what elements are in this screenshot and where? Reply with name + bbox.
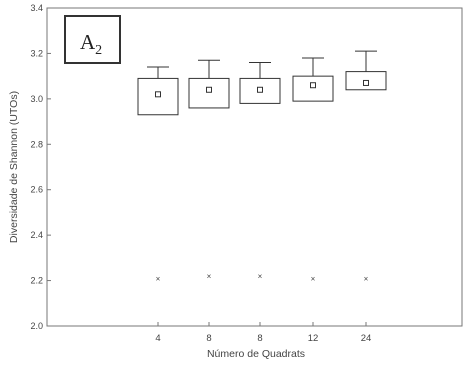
box-median-marker [364, 80, 369, 85]
box-outlier-marker: × [258, 272, 263, 281]
box-outlier-marker: × [364, 274, 369, 283]
y-tick-label: 3.2 [30, 48, 43, 58]
x-axis-title: Número de Quadrats [207, 348, 305, 360]
y-tick-label: 3.0 [30, 94, 43, 104]
box-group: × [293, 58, 333, 283]
box-outlier-marker: × [156, 274, 161, 283]
box-median-marker [258, 87, 263, 92]
x-tick-label: 12 [308, 333, 319, 344]
box-median-marker [207, 87, 212, 92]
y-tick-label: 2.2 [30, 276, 43, 286]
panel-label-main: A [80, 30, 96, 54]
y-tick-label: 2.4 [30, 230, 43, 240]
x-tick-label: 8 [206, 333, 211, 344]
box-median-marker [311, 83, 316, 88]
y-tick-label: 2.0 [30, 321, 43, 331]
panel-label-sub: 2 [95, 43, 102, 58]
x-tick-label: 24 [361, 333, 372, 344]
box-group: × [240, 63, 280, 282]
y-axis-title: Diversidade de Shannon (UTOs) [8, 91, 20, 243]
y-axis: 2.0 2.2 2.4 2.6 2.8 3.0 3.2 3.4 [30, 3, 51, 331]
box-group: × [138, 67, 178, 283]
y-tick-label: 2.8 [30, 139, 43, 149]
box-iqr [293, 76, 333, 101]
x-tick-label: 4 [155, 333, 160, 344]
x-axis: 4 8 8 12 24 [155, 322, 371, 344]
box-iqr [189, 78, 229, 108]
box-group: × [346, 51, 386, 283]
box-group: × [189, 60, 229, 281]
box-outlier-marker: × [311, 274, 316, 283]
x-tick-label: 8 [257, 333, 262, 344]
y-tick-label: 3.4 [30, 3, 43, 13]
box-series: × × × × × [138, 51, 386, 283]
y-tick-label: 2.6 [30, 185, 43, 195]
box-outlier-marker: × [207, 272, 212, 281]
box-median-marker [156, 92, 161, 97]
